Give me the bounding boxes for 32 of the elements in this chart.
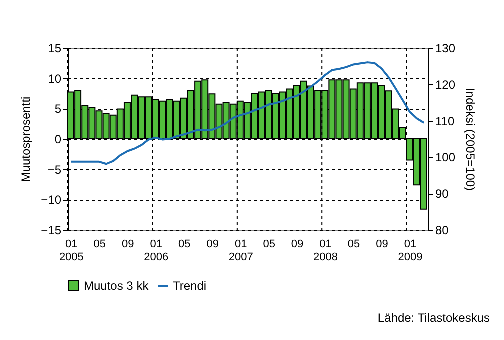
x-tick-label: 01 2007 — [228, 238, 254, 264]
legend-label: Trendi — [173, 279, 207, 293]
y2-tick-label: 80 — [436, 224, 450, 238]
x-tick-label: 05 — [263, 238, 276, 250]
text: Lähde: Tilastokeskus — [378, 311, 490, 325]
y-tick-label: −10 — [41, 193, 62, 208]
y-tick-label: 5 — [54, 102, 62, 116]
y-tick-label: −5 — [48, 162, 62, 177]
y-tick-label: 15 — [48, 42, 62, 56]
x-tick-label: 01 2008 — [314, 238, 338, 264]
y-tick-label: 10 — [48, 72, 62, 86]
x-tick-label: 01 2009 — [398, 238, 423, 264]
y2-tick-label: 90 — [436, 187, 450, 202]
legend-label: Muutos 3 kk — [84, 279, 150, 293]
y-axis-title: Muutosprosentti — [19, 96, 34, 182]
x-tick-label: 09 — [291, 238, 304, 250]
y2-tick-label: 130 — [436, 42, 456, 56]
y-tick-label: 0 — [54, 132, 62, 146]
y2-tick-label: 120 — [436, 78, 456, 92]
y2-tick-label: 100 — [436, 150, 456, 165]
x-tick-label: 05 — [348, 238, 360, 250]
y2-tick-label: 110 — [436, 114, 455, 128]
y-tick-label: −15 — [41, 224, 62, 238]
x-tick-label: 09 — [376, 238, 388, 250]
y2-axis-title: Indeksi (2005=100) — [464, 88, 478, 192]
x-tick-label: 01 2005 — [59, 238, 84, 264]
line-series — [70, 62, 426, 166]
x-tick-label: 01 2006 — [144, 238, 169, 264]
x-tick-label: 09 — [206, 238, 219, 250]
x-tick-label: 05 — [94, 238, 106, 250]
x-tick-label: 09 — [122, 238, 134, 250]
x-tick-label: 05 — [178, 238, 191, 250]
